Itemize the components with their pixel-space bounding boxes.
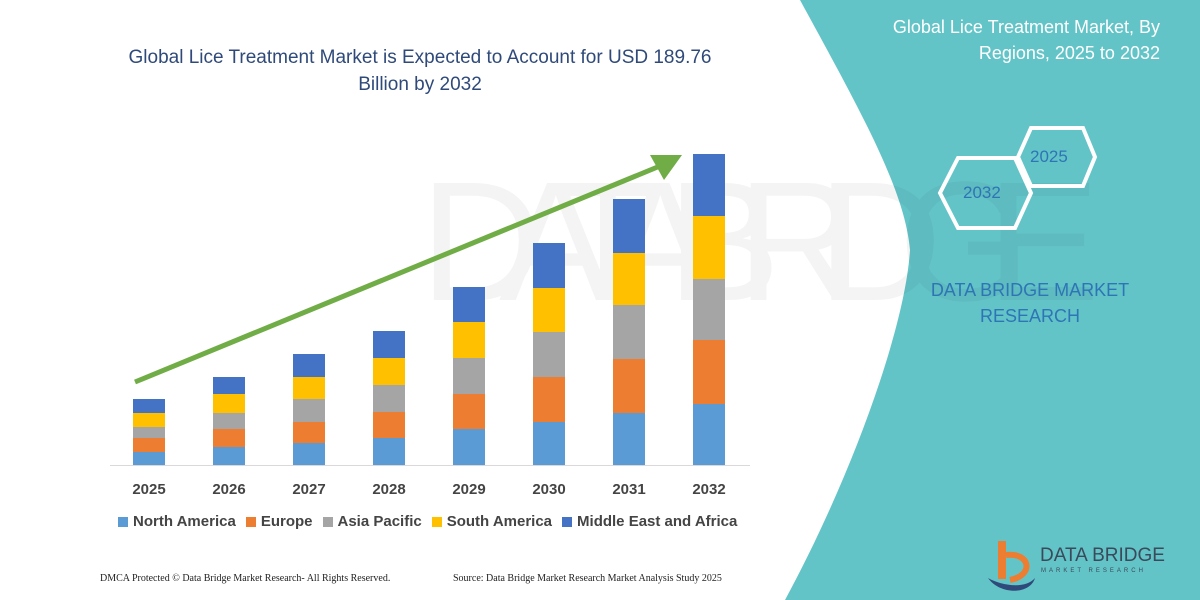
bar-segment-south-america-2026 — [213, 394, 245, 413]
bar-segment-south-america-2032 — [693, 216, 725, 279]
bar-segment-south-america-2025 — [133, 413, 165, 427]
legend-swatch — [562, 516, 573, 527]
bar-segment-south-america-2027 — [293, 377, 325, 399]
side-panel-shape — [785, 0, 1200, 600]
source-text: Source: Data Bridge Market Research Mark… — [453, 573, 722, 584]
legend-swatch — [431, 516, 442, 527]
legend-label: North America — [133, 513, 236, 530]
bar-segment-south-america-2028 — [373, 358, 405, 385]
bar-segment-middle-east-and-africa-2026 — [213, 377, 245, 394]
bar-segment-europe-2028 — [373, 412, 405, 438]
bar-segment-asia-pacific-2030 — [533, 332, 565, 377]
legend-label: Asia Pacific — [337, 513, 422, 530]
legend-swatch — [322, 516, 333, 527]
logo-text: DATA BRIDGE — [1040, 545, 1165, 566]
trend-arrow-line — [134, 163, 661, 385]
bar-segment-asia-pacific-2032 — [693, 279, 725, 340]
legend-item: South America — [431, 513, 553, 530]
legend-swatch — [118, 516, 128, 527]
bar-segment-south-america-2029 — [453, 322, 485, 358]
hex-label-2025: 2025 — [1030, 147, 1068, 166]
x-tick-label: 2029 — [452, 481, 485, 498]
bar-segment-middle-east-and-africa-2032 — [693, 154, 725, 216]
bar-segment-middle-east-and-africa-2027 — [293, 354, 325, 377]
bar-segment-north-america-2026 — [213, 447, 245, 465]
bar-segment-north-america-2028 — [373, 438, 405, 465]
legend-swatch — [245, 516, 256, 527]
bar-segment-north-america-2030 — [533, 422, 565, 465]
chart-plot: 2025 2026 2027 2028 2029 2030 2031 2032 — [110, 154, 750, 498]
copyright-text: DMCA Protected © Data Bridge Market Rese… — [100, 573, 391, 584]
bar-segment-middle-east-and-africa-2030 — [533, 243, 565, 288]
bar-segment-middle-east-and-africa-2029 — [453, 287, 485, 322]
legend-item: Middle East and Africa — [562, 513, 737, 530]
bar-segment-north-america-2027 — [293, 443, 325, 465]
bar-segment-asia-pacific-2029 — [453, 358, 485, 394]
bar-segment-south-america-2030 — [533, 288, 565, 332]
x-tick-label: 2025 — [132, 481, 165, 498]
legend-item: North America — [118, 513, 236, 530]
bar-segment-europe-2025 — [133, 438, 165, 452]
bar-segment-middle-east-and-africa-2025 — [133, 399, 165, 413]
hexagon-2025 — [1015, 126, 1098, 188]
bar-segment-europe-2032 — [693, 340, 725, 404]
bar-segment-middle-east-and-africa-2028 — [373, 331, 405, 358]
bar-segment-north-america-2032 — [693, 404, 725, 465]
bar-segment-europe-2027 — [293, 422, 325, 443]
bar-segment-asia-pacific-2028 — [373, 385, 405, 412]
bar-segment-asia-pacific-2026 — [213, 413, 245, 429]
legend-label: Europe — [260, 513, 313, 530]
bar-segment-europe-2026 — [213, 429, 245, 447]
bar-segment-asia-pacific-2027 — [293, 399, 325, 422]
bar-segment-asia-pacific-2025 — [133, 427, 165, 438]
bar-segment-south-america-2031 — [613, 253, 645, 305]
hex-label-2032: 2032 — [963, 183, 1001, 202]
logo-subtext: MARKET RESEARCH — [1041, 568, 1146, 574]
x-tick-label: 2026 — [212, 481, 245, 498]
legend-item: Europe — [245, 513, 313, 530]
x-tick-label: 2032 — [692, 481, 725, 498]
bar-segment-north-america-2031 — [613, 413, 645, 465]
x-tick-label: 2028 — [372, 481, 405, 498]
bar-segment-europe-2029 — [453, 394, 485, 429]
chart-title: Global Lice Treatment Market is Expected… — [128, 47, 712, 95]
bar-segment-north-america-2025 — [133, 452, 165, 465]
x-tick-label: 2027 — [292, 481, 325, 498]
legend-label: Middle East and Africa — [577, 513, 738, 530]
brand-text: DATA BRIDGE MARKET RESEARCH — [930, 280, 1130, 326]
bar-segment-middle-east-and-africa-2031 — [613, 199, 645, 253]
logo-mark — [988, 541, 1035, 591]
chart-legend: North America Europe Asia Pacific South Ame… — [118, 513, 737, 530]
bar-segment-north-america-2029 — [453, 429, 485, 465]
bar-segment-europe-2030 — [533, 377, 565, 422]
legend-item: Asia Pacific — [322, 513, 422, 530]
side-panel-title: Global Lice Treatment Market, By Regions… — [892, 17, 1160, 63]
x-tick-label: 2030 — [532, 481, 565, 498]
x-tick-label: 2031 — [612, 481, 645, 498]
legend-label: South America — [446, 513, 553, 530]
trend-arrow-head — [650, 155, 682, 180]
bar-segment-asia-pacific-2031 — [613, 305, 645, 359]
hexagon-2032 — [937, 156, 1034, 230]
bar-segment-europe-2031 — [613, 359, 645, 413]
